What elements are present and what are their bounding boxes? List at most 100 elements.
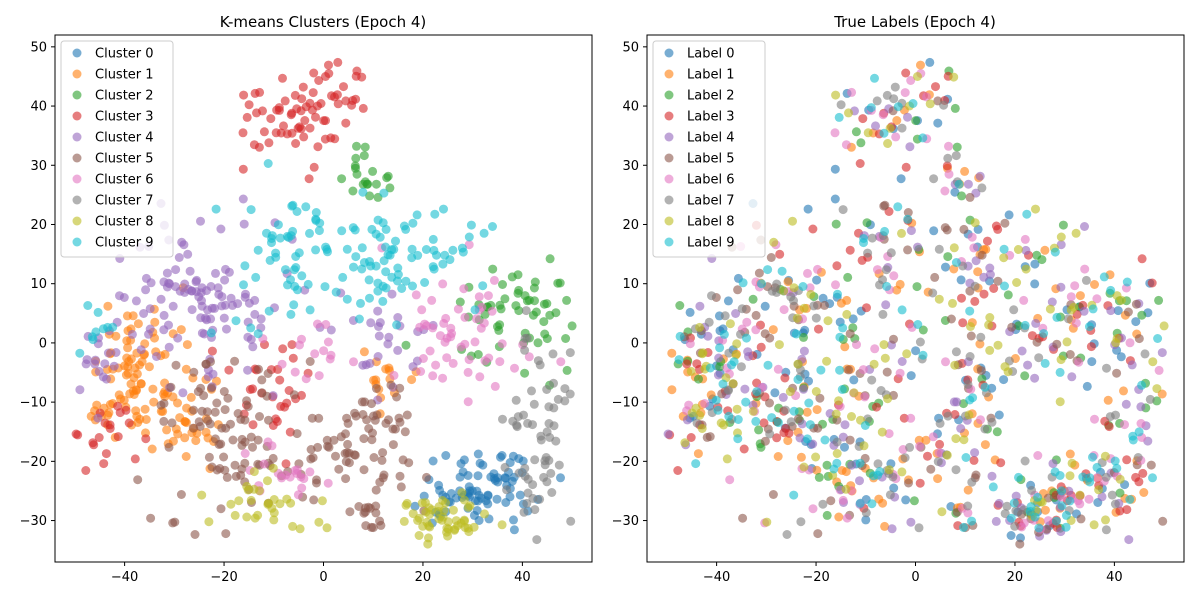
scatter-point bbox=[1123, 307, 1133, 317]
scatter-point bbox=[123, 343, 133, 353]
scatter-point bbox=[395, 417, 405, 427]
scatter-point bbox=[528, 420, 537, 430]
scatter-point bbox=[319, 346, 329, 356]
scatter-point bbox=[840, 442, 849, 452]
scatter-point bbox=[220, 275, 230, 285]
scatter-point bbox=[957, 293, 966, 303]
scatter-point bbox=[822, 356, 832, 366]
scatter-point bbox=[867, 375, 877, 385]
y-tick-label: 10 bbox=[30, 277, 47, 292]
scatter-point bbox=[831, 280, 840, 290]
scatter-point bbox=[520, 463, 530, 473]
scatter-point bbox=[814, 324, 823, 334]
scatter-point bbox=[1030, 373, 1040, 383]
scatter-point bbox=[965, 192, 975, 202]
scatter-point bbox=[966, 331, 976, 341]
scatter-point bbox=[775, 249, 785, 259]
legend-frame bbox=[60, 40, 174, 258]
scatter-point bbox=[81, 466, 91, 475]
scatter-point bbox=[204, 452, 214, 462]
scatter-point bbox=[159, 277, 169, 287]
scatter-point bbox=[217, 301, 227, 311]
scatter-point bbox=[1069, 302, 1079, 312]
scatter-point bbox=[267, 238, 276, 248]
scatter-point bbox=[246, 495, 256, 505]
scatter-point bbox=[847, 87, 857, 97]
scatter-point bbox=[75, 348, 85, 358]
scatter-point bbox=[456, 459, 466, 469]
scatter-point bbox=[1088, 452, 1097, 462]
scatter-point bbox=[148, 384, 158, 394]
scatter-point bbox=[307, 413, 317, 423]
scatter-point bbox=[951, 434, 961, 444]
scatter-point bbox=[1102, 363, 1111, 373]
scatter-point bbox=[258, 106, 267, 116]
x-tick-label: 40 bbox=[514, 570, 531, 585]
scatter-point bbox=[565, 348, 575, 358]
scatter-point bbox=[918, 350, 928, 360]
scatter-point bbox=[253, 245, 263, 255]
scatter-point bbox=[1032, 250, 1042, 260]
scatter-point bbox=[686, 366, 696, 376]
scatter-point bbox=[408, 509, 418, 519]
scatter-point bbox=[915, 478, 925, 488]
scatter-point bbox=[308, 88, 318, 98]
scatter-point bbox=[873, 470, 883, 480]
scatter-point bbox=[131, 296, 141, 306]
scatter-point bbox=[1125, 495, 1135, 504]
scatter-point bbox=[93, 413, 103, 423]
scatter-point bbox=[813, 264, 822, 274]
scatter-point bbox=[470, 305, 480, 315]
scatter-point bbox=[942, 161, 952, 171]
scatter-point bbox=[788, 216, 797, 226]
scatter-point bbox=[373, 306, 383, 316]
scatter-point bbox=[748, 294, 758, 304]
scatter-point bbox=[279, 121, 288, 131]
scatter-point bbox=[833, 289, 842, 299]
scatter-point bbox=[695, 322, 705, 332]
scatter-point bbox=[428, 456, 438, 466]
scatter-point bbox=[903, 208, 913, 217]
scatter-point bbox=[358, 187, 368, 197]
scatter-point bbox=[402, 410, 412, 420]
scatter-point bbox=[255, 412, 264, 421]
scatter-point bbox=[561, 334, 571, 343]
scatter-point bbox=[474, 292, 484, 302]
scatter-point bbox=[542, 334, 552, 344]
scatter-point bbox=[460, 312, 470, 322]
scatter-point bbox=[398, 455, 408, 465]
scatter-point bbox=[200, 313, 210, 323]
scatter-point bbox=[549, 378, 558, 388]
scatter-point bbox=[705, 432, 715, 442]
scatter-point bbox=[234, 496, 244, 506]
scatter-point bbox=[323, 478, 333, 488]
scatter-point bbox=[895, 279, 905, 289]
scatter-point bbox=[329, 435, 339, 445]
scatter-point bbox=[548, 349, 558, 359]
y-tick-label: 30 bbox=[30, 159, 47, 174]
scatter-point bbox=[949, 72, 959, 82]
scatter-point bbox=[878, 275, 887, 285]
scatter-point bbox=[136, 379, 146, 389]
scatter-point bbox=[103, 301, 113, 311]
scatter-point bbox=[687, 408, 697, 418]
scatter-point bbox=[407, 244, 417, 254]
scatter-point bbox=[942, 450, 952, 460]
scatter-point bbox=[1115, 506, 1125, 516]
scatter-point bbox=[943, 411, 953, 421]
scatter-point bbox=[1120, 420, 1129, 430]
scatter-point bbox=[392, 320, 402, 330]
x-tick-label: 20 bbox=[1007, 570, 1024, 585]
scatter-point bbox=[311, 112, 320, 122]
scatter-point bbox=[162, 268, 172, 278]
scatter-point bbox=[1065, 471, 1075, 481]
scatter-point bbox=[768, 490, 778, 499]
scatter-point bbox=[742, 333, 751, 343]
legend-label: Label 5 bbox=[687, 152, 734, 167]
scatter-point bbox=[719, 329, 729, 339]
scatter-point bbox=[523, 488, 533, 498]
scatter-point bbox=[535, 494, 545, 504]
legend-label: Label 8 bbox=[687, 215, 734, 230]
scatter-point bbox=[221, 529, 231, 539]
scatter-point bbox=[295, 340, 304, 350]
